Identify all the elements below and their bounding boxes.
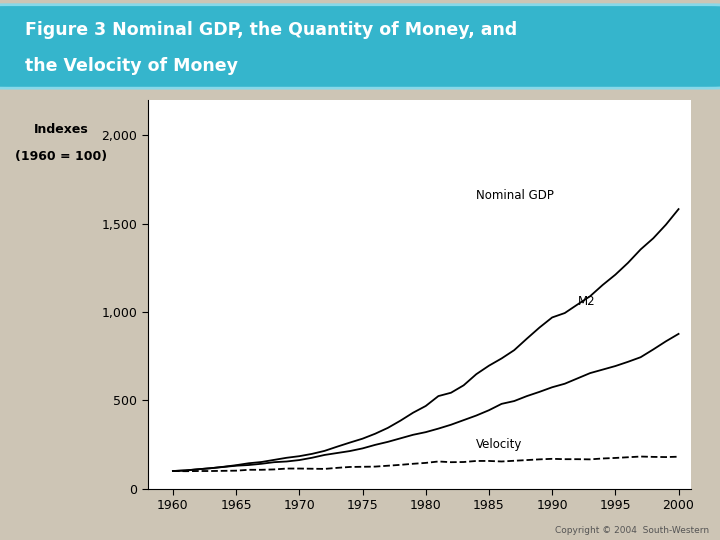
Text: Copyright © 2004  South-Western: Copyright © 2004 South-Western [555,525,709,535]
Text: Figure 3 Nominal GDP, the Quantity of Money, and: Figure 3 Nominal GDP, the Quantity of Mo… [24,21,517,39]
Text: Velocity: Velocity [477,438,523,451]
Text: Indexes: Indexes [34,123,89,136]
Text: the Velocity of Money: the Velocity of Money [24,57,238,75]
Text: M2: M2 [577,295,595,308]
Text: Nominal GDP: Nominal GDP [477,190,554,202]
Text: (1960 = 100): (1960 = 100) [15,150,107,163]
FancyBboxPatch shape [0,5,720,88]
